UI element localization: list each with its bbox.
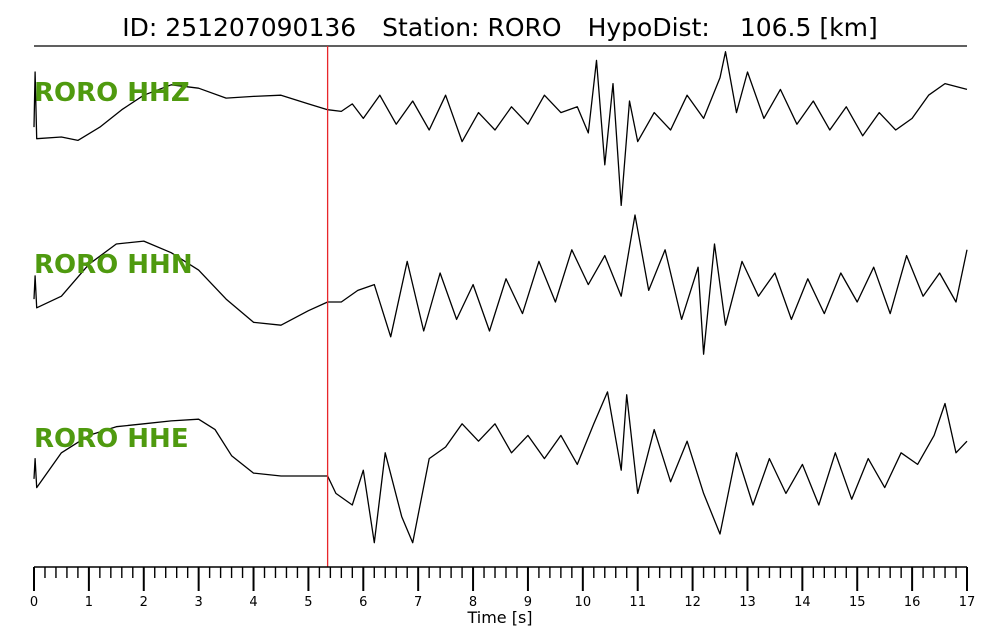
channel-label-hhn: RORO HHN [34,250,193,280]
station-label: Station: [382,13,479,42]
waveform-traces [33,51,968,544]
x-axis-label: Time [s] [466,608,532,627]
x-tick-label: 5 [304,595,312,610]
channel-label-hhe: RORO HHE [34,424,189,454]
x-tick-label: 4 [249,595,257,610]
x-tick-label: 13 [739,595,756,610]
x-tick-label: 1 [85,595,93,610]
time-axis: 0 1 2 3 4 5 6 7 8 9 10 11 12 13 14 15 16 17 [30,566,976,610]
x-tick-label: 11 [629,595,646,610]
x-tick-label: 3 [195,595,203,610]
x-tick-label: 14 [794,595,811,610]
trace-hhz [33,51,968,207]
x-tick-label: 9 [524,595,532,610]
x-tick-label: 10 [575,595,592,610]
x-tick-label: 15 [849,595,866,610]
distance-label: HypoDist: [588,13,710,42]
x-tick-label: 0 [30,595,38,610]
event-id: 251207090136 [165,13,356,42]
trace-hhn [33,214,968,355]
trace-hhe [33,391,968,544]
x-tick-label: 8 [469,595,477,610]
figure-title: ID: 251207090136 Station: RORO HypoDist: 106.… [122,13,877,42]
distance-unit: [km] [819,13,877,42]
station-name: RORO [487,13,561,42]
distance-value: 106.5 [740,13,812,42]
x-tick-label: 16 [904,595,921,610]
x-tick-label: 6 [359,595,367,610]
id-label: ID: [122,13,157,42]
x-tick-label: 12 [684,595,701,610]
x-tick-label: 17 [959,595,976,610]
x-tick-label: 2 [140,595,148,610]
x-tick-label: 7 [414,595,422,610]
channel-label-hhz: RORO HHZ [34,78,190,108]
